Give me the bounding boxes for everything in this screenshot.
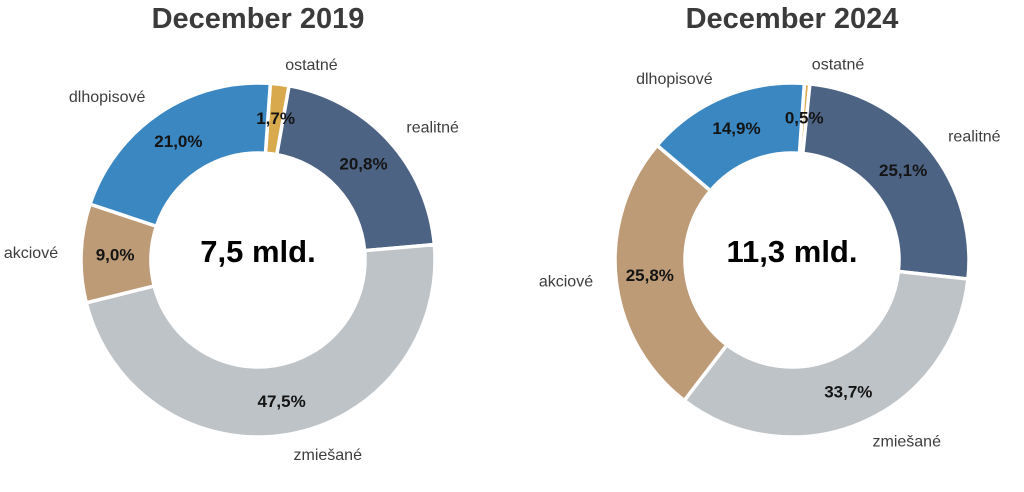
pct-label-ostatné: 1,7% bbox=[256, 109, 295, 128]
category-label-dlhopisové: dlhopisové bbox=[69, 89, 146, 106]
pct-label-ostatné: 0,5% bbox=[785, 108, 824, 127]
chart-title: December 2019 bbox=[151, 3, 365, 35]
pie-slice-dlhopisové bbox=[87, 81, 273, 229]
pct-label-zmiešané: 33,7% bbox=[824, 382, 872, 401]
chart-title: December 2024 bbox=[685, 3, 899, 35]
category-label-akciové: akciové bbox=[539, 274, 593, 291]
donut-center-total: 7,5 mld. bbox=[200, 234, 316, 269]
donut-chart-2024: 0,5% ostatné 25,1% realitné 33,7% zmiešané 25,… bbox=[539, 56, 1001, 451]
pie-slice-dlhopisové bbox=[654, 81, 807, 194]
pie-slice-akciové bbox=[613, 142, 730, 403]
pct-label-dlhopisové: 21,0% bbox=[154, 132, 202, 151]
category-label-ostatné: ostatné bbox=[812, 56, 865, 73]
pct-label-akciové: 25,8% bbox=[626, 266, 674, 285]
pct-label-akciové: 9,0% bbox=[96, 245, 135, 264]
category-label-zmiešané: zmiešané bbox=[873, 434, 942, 451]
chart-december-2019: December 2019 1,7% ostatné 20,8% realitné 47… bbox=[4, 3, 459, 464]
pct-label-realitné: 25,1% bbox=[879, 161, 927, 180]
donut-center-total: 11,3 mld. bbox=[726, 234, 858, 269]
donut-chart-2019: 1,7% ostatné 20,8% realitné 47,5% zmiešané 9,0… bbox=[4, 57, 459, 464]
category-label-zmiešané: zmiešané bbox=[294, 447, 363, 464]
pct-label-zmiešané: 47,5% bbox=[257, 392, 305, 411]
pie-slice-zmiešané bbox=[681, 269, 970, 439]
category-label-ostatné: ostatné bbox=[285, 57, 338, 74]
pie-slice-realitné bbox=[800, 81, 971, 281]
category-label-realitné: realitné bbox=[948, 129, 1001, 146]
pct-label-dlhopisové: 14,9% bbox=[712, 119, 760, 138]
chart-december-2024: December 2024 0,5% ostatné 25,1% realitné 33… bbox=[512, 0, 1024, 492]
pie-slice-zmiešané bbox=[84, 242, 437, 439]
category-label-dlhopisové: dlhopisové bbox=[636, 71, 713, 88]
pct-label-realitné: 20,8% bbox=[339, 154, 387, 173]
category-label-realitné: realitné bbox=[406, 120, 459, 137]
category-label-akciové: akciové bbox=[4, 245, 58, 262]
